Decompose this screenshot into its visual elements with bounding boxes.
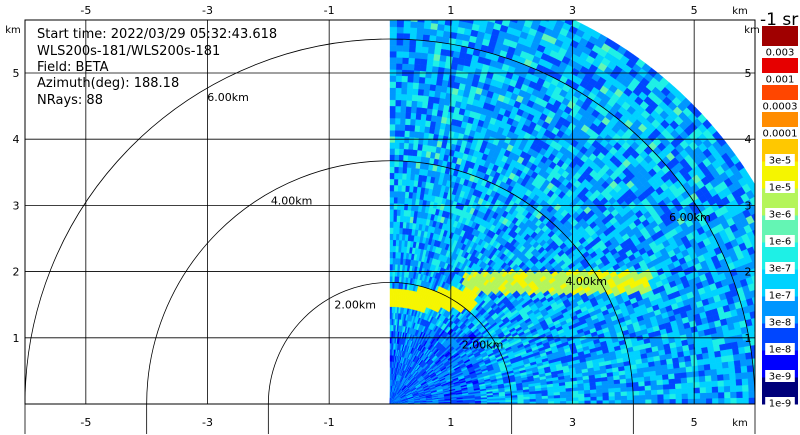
y-unit-right: km (744, 25, 760, 36)
colorbar-label: 0.0001 (763, 129, 798, 140)
range-ring-label: 6.00km (207, 91, 249, 104)
colorbar-label: 1e-7 (769, 291, 792, 302)
x-tick-label-bottom: 3 (569, 416, 576, 429)
x-tick-label-bottom: -5 (80, 416, 91, 429)
backscatter-sector (389, 20, 755, 404)
colorbar-label: 3e-6 (769, 210, 792, 221)
x-tick-label-bottom: 1 (447, 416, 454, 429)
nrays-text: NRays: 88 (37, 93, 103, 108)
y-tick-label-left: 2 (13, 266, 20, 279)
colorbar-label: 1e-8 (769, 345, 792, 356)
x-tick-label-top: -5 (80, 4, 91, 17)
axis-units: km km km km (5, 6, 760, 429)
range-ring-label: 2.00km (462, 338, 504, 351)
colorbar: 1e-9 3e-9 1e-8 3e-8 1e-7 3e-7 1e-6 3e-6 1e-5 3e-5… (758, 10, 800, 410)
plot-frame (24, 19, 756, 405)
y-tick-label-right: 1 (745, 332, 752, 345)
x-tick-label-top: 3 (569, 4, 576, 17)
range-rings: 2.00km 2.00km 4.00km 4.00km 6.00km 6.00km (24, 38, 756, 434)
range-ring-label: 4.00km (565, 275, 607, 288)
x-tick-label-bottom: -3 (202, 416, 213, 429)
colorbar-title: -1 sr (760, 10, 798, 30)
site-text: WLS200s-181/WLS200s-181 (37, 44, 221, 59)
y-tick-label-right: 4 (745, 133, 752, 146)
azimuth-text: Azimuth(deg): 188.18 (37, 76, 180, 91)
y-tick-label-left: 4 (13, 133, 20, 146)
colorbar-label: 0.001 (766, 75, 795, 86)
y-unit-left: km (5, 25, 21, 36)
x-unit-top: km (732, 6, 748, 17)
field-text: Field: BETA (37, 60, 109, 75)
y-tick-label-right: 5 (745, 67, 752, 80)
colorbar-label: 3e-8 (769, 318, 792, 329)
x-tick-label-top: -3 (202, 4, 213, 17)
colorbar-label: 1e-6 (769, 237, 792, 248)
colorbar-label: 0.003 (766, 48, 795, 59)
x-tick-label-top: 1 (447, 4, 454, 17)
start-time-text: Start time: 2022/03/29 05:32:43.618 (37, 27, 278, 42)
colorbar-label: 1e-5 (769, 183, 792, 194)
y-tick-label-right: 2 (745, 266, 752, 279)
y-tick-label-left: 1 (13, 332, 20, 345)
colorbar-label: 3e-7 (769, 264, 792, 275)
y-tick-label-left: 5 (13, 67, 20, 80)
x-tick-label-top: -1 (324, 4, 335, 17)
range-ring-label: 4.00km (271, 195, 313, 208)
colorbar-label: 3e-5 (769, 156, 792, 167)
y-tick-label-left: 3 (13, 199, 20, 212)
range-ring-label: 2.00km (334, 298, 376, 311)
range-ring-label: 6.00km (669, 211, 711, 224)
x-tick-label-top: 5 (691, 4, 698, 17)
grid-lines (25, 20, 755, 404)
axis-ticks: -5 -5 -3 -3 -1 -1 1 1 3 3 5 5 1 1 2 2 3 3 4 4 5 5 (13, 4, 752, 429)
colorbar-label: 1e-9 (769, 399, 792, 410)
x-tick-label-bottom: -1 (324, 416, 335, 429)
x-tick-label-bottom: 5 (691, 416, 698, 429)
colorbar-label: 0.0003 (763, 102, 798, 113)
colorbar-label: 3e-9 (769, 372, 792, 383)
y-tick-label-right: 3 (745, 199, 752, 212)
x-unit-bottom: km (732, 418, 748, 429)
